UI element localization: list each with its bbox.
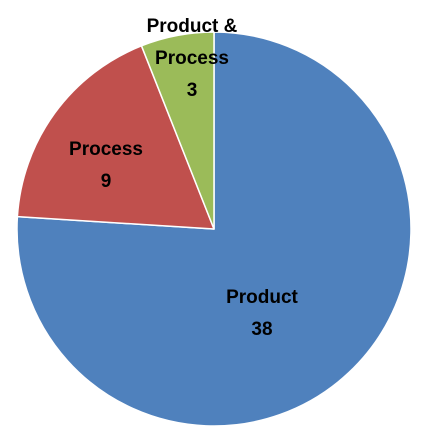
- slice-value-2: 3: [187, 80, 198, 101]
- pie-slices: [16, 31, 412, 427]
- slice-value-1: 9: [101, 171, 112, 192]
- pie-slice-product-process: [140, 31, 215, 230]
- pie-slice-product: [16, 31, 412, 427]
- pie-labels: Product 38 Process 9 Product & Process 3: [69, 16, 299, 340]
- slice-value-0: 38: [251, 319, 272, 340]
- slice-name-2-0: Product &: [147, 16, 238, 37]
- slice-name-2-1: Process: [155, 48, 229, 69]
- slice-name-0-0: Product: [226, 287, 298, 308]
- slice-name-1-0: Process: [69, 139, 143, 160]
- pie-slice-process: [16, 45, 215, 230]
